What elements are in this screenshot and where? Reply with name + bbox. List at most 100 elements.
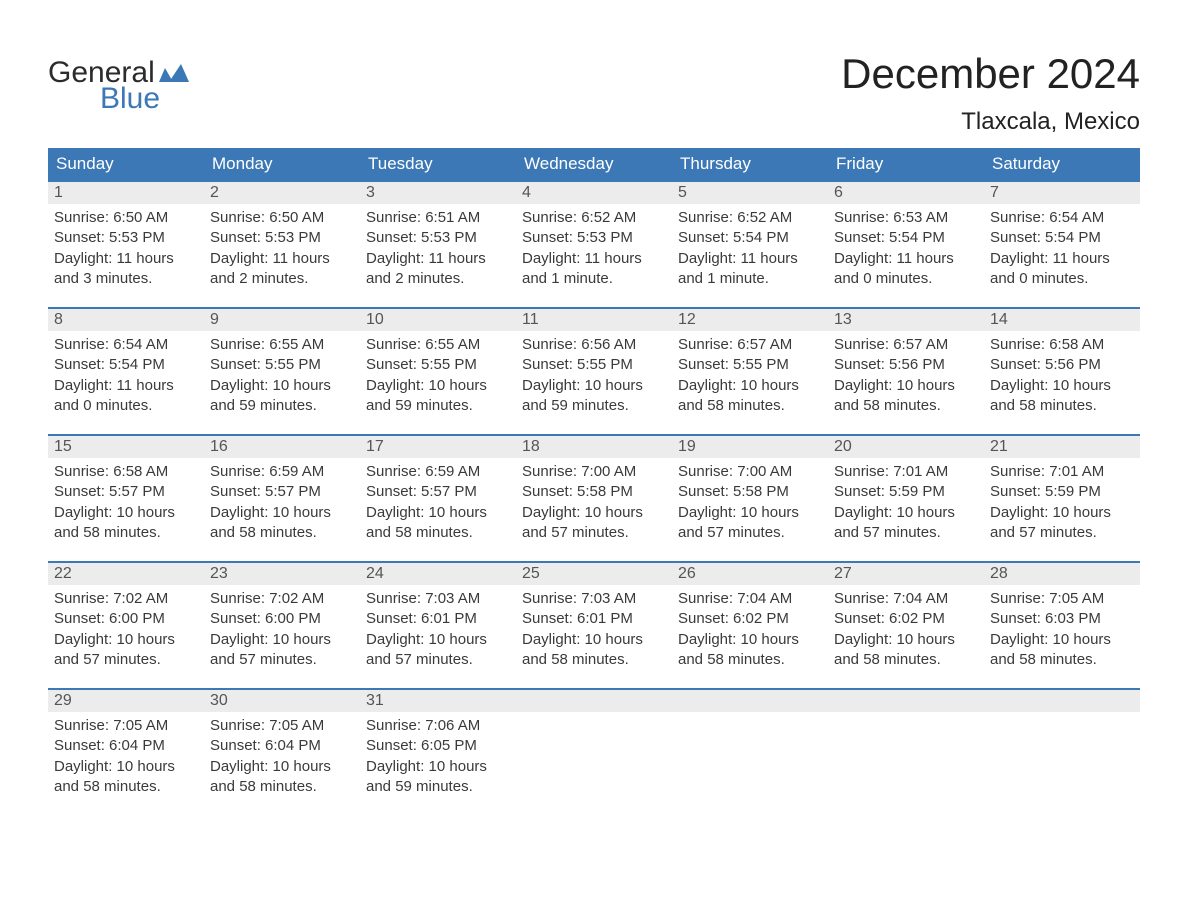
day-number: 10 (360, 309, 516, 331)
flag-icon (159, 58, 189, 88)
day-sunset: Sunset: 5:54 PM (834, 228, 978, 248)
day-details: Sunrise: 7:02 AMSunset: 6:00 PMDaylight:… (204, 585, 360, 676)
day-daylight-line2: and 58 minutes. (54, 777, 198, 797)
day-daylight-line2: and 58 minutes. (678, 650, 822, 670)
day-sunrise: Sunrise: 6:58 AM (54, 462, 198, 482)
day-daylight-line1: Daylight: 10 hours (522, 503, 666, 523)
weekday-header: Sunday (48, 148, 204, 180)
day-sunset: Sunset: 5:54 PM (54, 355, 198, 375)
day-details: Sunrise: 7:03 AMSunset: 6:01 PMDaylight:… (360, 585, 516, 676)
day-number: 2 (204, 182, 360, 204)
day-daylight-line1: Daylight: 10 hours (522, 376, 666, 396)
day-sunrise: Sunrise: 6:53 AM (834, 208, 978, 228)
day-number: 31 (360, 690, 516, 712)
day-sunrise: Sunrise: 6:50 AM (210, 208, 354, 228)
weekday-header: Thursday (672, 148, 828, 180)
title-block: December 2024 Tlaxcala, Mexico (841, 30, 1140, 136)
day-daylight-line1: Daylight: 10 hours (834, 376, 978, 396)
calendar-day: 15Sunrise: 6:58 AMSunset: 5:57 PMDayligh… (48, 436, 204, 549)
day-number: 21 (984, 436, 1140, 458)
day-daylight-line2: and 0 minutes. (54, 396, 198, 416)
day-daylight-line2: and 58 minutes. (366, 523, 510, 543)
day-number: 29 (48, 690, 204, 712)
day-sunset: Sunset: 5:58 PM (522, 482, 666, 502)
calendar-week: 29Sunrise: 7:05 AMSunset: 6:04 PMDayligh… (48, 688, 1140, 803)
day-number: 5 (672, 182, 828, 204)
day-details: Sunrise: 7:05 AMSunset: 6:03 PMDaylight:… (984, 585, 1140, 676)
day-sunset: Sunset: 5:53 PM (210, 228, 354, 248)
calendar-day: 7Sunrise: 6:54 AMSunset: 5:54 PMDaylight… (984, 182, 1140, 295)
day-details: Sunrise: 6:59 AMSunset: 5:57 PMDaylight:… (360, 458, 516, 549)
day-sunrise: Sunrise: 7:04 AM (834, 589, 978, 609)
day-sunrise: Sunrise: 6:55 AM (366, 335, 510, 355)
day-sunrise: Sunrise: 7:05 AM (990, 589, 1134, 609)
day-details: Sunrise: 7:00 AMSunset: 5:58 PMDaylight:… (672, 458, 828, 549)
day-sunset: Sunset: 6:01 PM (522, 609, 666, 629)
day-sunrise: Sunrise: 6:51 AM (366, 208, 510, 228)
day-sunset: Sunset: 6:03 PM (990, 609, 1134, 629)
calendar-day: 28Sunrise: 7:05 AMSunset: 6:03 PMDayligh… (984, 563, 1140, 676)
day-details: Sunrise: 6:52 AMSunset: 5:54 PMDaylight:… (672, 204, 828, 295)
day-details: Sunrise: 7:03 AMSunset: 6:01 PMDaylight:… (516, 585, 672, 676)
calendar-day (672, 690, 828, 803)
calendar-day: 4Sunrise: 6:52 AMSunset: 5:53 PMDaylight… (516, 182, 672, 295)
calendar-day: 21Sunrise: 7:01 AMSunset: 5:59 PMDayligh… (984, 436, 1140, 549)
day-sunset: Sunset: 5:57 PM (54, 482, 198, 502)
calendar-day: 20Sunrise: 7:01 AMSunset: 5:59 PMDayligh… (828, 436, 984, 549)
calendar-day: 12Sunrise: 6:57 AMSunset: 5:55 PMDayligh… (672, 309, 828, 422)
calendar-day: 26Sunrise: 7:04 AMSunset: 6:02 PMDayligh… (672, 563, 828, 676)
day-sunset: Sunset: 5:55 PM (210, 355, 354, 375)
day-daylight-line2: and 57 minutes. (990, 523, 1134, 543)
day-daylight-line2: and 1 minute. (678, 269, 822, 289)
day-daylight-line1: Daylight: 10 hours (990, 376, 1134, 396)
day-details: Sunrise: 7:05 AMSunset: 6:04 PMDaylight:… (204, 712, 360, 803)
day-sunrise: Sunrise: 7:04 AM (678, 589, 822, 609)
day-sunset: Sunset: 5:55 PM (678, 355, 822, 375)
day-sunrise: Sunrise: 6:56 AM (522, 335, 666, 355)
day-details: Sunrise: 7:01 AMSunset: 5:59 PMDaylight:… (984, 458, 1140, 549)
calendar-week: 15Sunrise: 6:58 AMSunset: 5:57 PMDayligh… (48, 434, 1140, 549)
day-sunset: Sunset: 6:05 PM (366, 736, 510, 756)
day-details: Sunrise: 6:58 AMSunset: 5:56 PMDaylight:… (984, 331, 1140, 422)
day-details: Sunrise: 6:51 AMSunset: 5:53 PMDaylight:… (360, 204, 516, 295)
day-details: Sunrise: 6:59 AMSunset: 5:57 PMDaylight:… (204, 458, 360, 549)
day-sunrise: Sunrise: 7:03 AM (366, 589, 510, 609)
calendar-day: 17Sunrise: 6:59 AMSunset: 5:57 PMDayligh… (360, 436, 516, 549)
calendar-day: 24Sunrise: 7:03 AMSunset: 6:01 PMDayligh… (360, 563, 516, 676)
day-number: 25 (516, 563, 672, 585)
day-number: 6 (828, 182, 984, 204)
day-daylight-line1: Daylight: 10 hours (210, 503, 354, 523)
calendar-day (516, 690, 672, 803)
brand-word-2: Blue (100, 84, 160, 114)
day-daylight-line1: Daylight: 10 hours (366, 376, 510, 396)
day-number: 13 (828, 309, 984, 331)
calendar-week: 22Sunrise: 7:02 AMSunset: 6:00 PMDayligh… (48, 561, 1140, 676)
day-daylight-line1: Daylight: 10 hours (990, 630, 1134, 650)
calendar-day: 27Sunrise: 7:04 AMSunset: 6:02 PMDayligh… (828, 563, 984, 676)
calendar-day: 2Sunrise: 6:50 AMSunset: 5:53 PMDaylight… (204, 182, 360, 295)
day-number: 12 (672, 309, 828, 331)
day-number: 17 (360, 436, 516, 458)
day-daylight-line2: and 2 minutes. (210, 269, 354, 289)
day-number (516, 690, 672, 712)
day-sunrise: Sunrise: 7:06 AM (366, 716, 510, 736)
day-number: 7 (984, 182, 1140, 204)
day-number: 26 (672, 563, 828, 585)
day-daylight-line1: Daylight: 11 hours (834, 249, 978, 269)
calendar-day: 14Sunrise: 6:58 AMSunset: 5:56 PMDayligh… (984, 309, 1140, 422)
day-details: Sunrise: 7:04 AMSunset: 6:02 PMDaylight:… (828, 585, 984, 676)
day-details: Sunrise: 6:58 AMSunset: 5:57 PMDaylight:… (48, 458, 204, 549)
day-sunrise: Sunrise: 7:02 AM (54, 589, 198, 609)
day-details: Sunrise: 7:01 AMSunset: 5:59 PMDaylight:… (828, 458, 984, 549)
day-sunrise: Sunrise: 6:55 AM (210, 335, 354, 355)
day-daylight-line1: Daylight: 10 hours (990, 503, 1134, 523)
day-daylight-line1: Daylight: 10 hours (366, 630, 510, 650)
day-sunrise: Sunrise: 7:05 AM (54, 716, 198, 736)
day-sunrise: Sunrise: 6:58 AM (990, 335, 1134, 355)
calendar-day: 9Sunrise: 6:55 AMSunset: 5:55 PMDaylight… (204, 309, 360, 422)
day-sunset: Sunset: 5:54 PM (990, 228, 1134, 248)
calendar-day: 5Sunrise: 6:52 AMSunset: 5:54 PMDaylight… (672, 182, 828, 295)
day-daylight-line1: Daylight: 10 hours (678, 503, 822, 523)
calendar-day: 30Sunrise: 7:05 AMSunset: 6:04 PMDayligh… (204, 690, 360, 803)
day-number: 24 (360, 563, 516, 585)
